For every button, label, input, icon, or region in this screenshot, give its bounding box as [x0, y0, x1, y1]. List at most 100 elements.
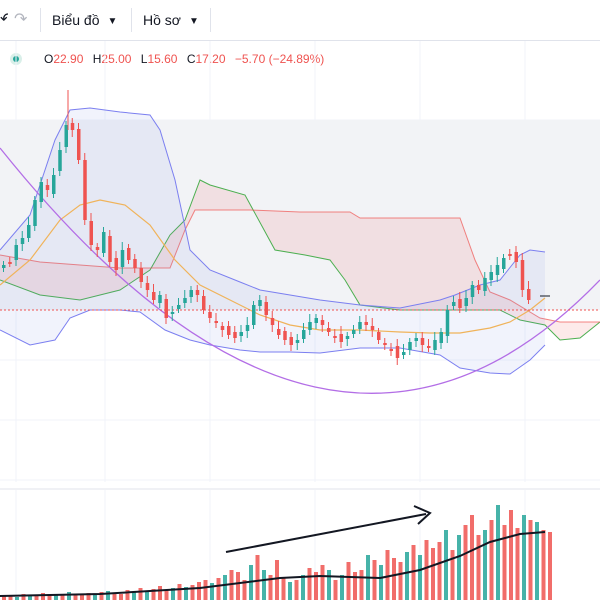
volume-bar — [47, 596, 52, 600]
volume-bar — [119, 594, 123, 600]
candle — [164, 299, 168, 318]
bollinger-lower — [0, 309, 546, 375]
candle — [77, 129, 81, 160]
volume-bar — [262, 570, 266, 600]
candle — [139, 268, 143, 282]
volume-bar — [164, 590, 169, 600]
candle — [33, 200, 37, 226]
volume-bar — [86, 593, 91, 600]
close-value: 17.20 — [195, 52, 226, 66]
volume-bar — [379, 565, 383, 600]
volume-bar — [275, 560, 279, 600]
volume-bar — [177, 584, 182, 600]
candle — [233, 332, 237, 338]
volume-bar — [353, 572, 357, 600]
status-dot-icon[interactable] — [10, 53, 22, 65]
candle — [52, 175, 56, 194]
candle — [264, 302, 268, 315]
volume-bar — [190, 585, 195, 600]
candle — [177, 305, 181, 309]
volume-bar — [431, 548, 435, 600]
candle — [320, 320, 325, 325]
volume-bar — [470, 515, 474, 600]
low-value: 15.60 — [147, 52, 178, 66]
candle — [495, 265, 500, 275]
toolbar-divider — [210, 8, 211, 32]
volume-bar — [106, 591, 110, 600]
candle — [352, 330, 356, 334]
candle — [439, 332, 443, 343]
volume-bar — [197, 582, 201, 600]
candle — [245, 325, 250, 331]
volume-bar — [99, 592, 104, 600]
candle — [370, 326, 375, 330]
trend-curve — [0, 147, 600, 394]
volume-bar — [541, 530, 546, 600]
candle — [114, 258, 118, 270]
chart-menu-label: Biểu đồ — [52, 12, 100, 28]
candle — [83, 160, 87, 220]
candle — [152, 292, 156, 300]
low-key: L — [140, 52, 148, 66]
volume-bar — [34, 595, 39, 600]
volume-bar — [301, 575, 305, 600]
candle — [339, 334, 343, 342]
volume-bar — [229, 570, 234, 600]
volume-bar — [372, 560, 377, 600]
volume-bar — [398, 562, 403, 600]
candle — [252, 305, 256, 325]
volume-bar — [236, 572, 240, 600]
candle — [102, 232, 106, 253]
candle — [39, 182, 43, 202]
close-key: C — [186, 52, 196, 66]
candle — [408, 342, 412, 350]
volume-bar — [483, 530, 487, 600]
volume-bar — [223, 575, 227, 600]
candle — [183, 298, 187, 303]
candle — [527, 289, 531, 300]
volume-bar — [242, 580, 247, 600]
candle — [277, 329, 281, 335]
volume-bar — [28, 596, 32, 600]
candle — [402, 352, 406, 355]
undo-arrow-icon[interactable]: ↶ — [0, 11, 8, 28]
candle — [45, 185, 50, 190]
volume-bar — [535, 522, 539, 600]
candle — [95, 247, 100, 250]
open-key: O — [44, 52, 54, 66]
candle — [302, 330, 306, 339]
ichimoku-cloud — [0, 180, 600, 340]
volume-bar — [8, 595, 13, 600]
candle — [314, 318, 318, 323]
volume-bar — [80, 595, 84, 600]
ichimoku-span-a — [0, 179, 600, 341]
volume-bar — [268, 575, 273, 600]
volume-bar — [502, 525, 507, 600]
volume-bar — [73, 594, 78, 600]
volume-bar — [385, 550, 390, 600]
volume-bar — [294, 580, 299, 600]
candle — [483, 278, 487, 291]
high-key: H — [92, 52, 102, 66]
candle — [383, 343, 387, 345]
volume-bar — [411, 545, 416, 600]
volume-bar — [444, 530, 448, 600]
profile-menu-button[interactable]: Hồ sơ ▼ — [143, 8, 199, 32]
candle — [464, 298, 468, 306]
candle — [145, 283, 150, 290]
candle — [133, 259, 137, 268]
candle — [514, 252, 518, 262]
chart-menu-button[interactable]: Biểu đồ ▼ — [52, 8, 117, 32]
volume-bar — [509, 510, 513, 600]
volume-bar — [528, 520, 533, 600]
volume-bar — [320, 565, 325, 600]
volume-bar — [21, 594, 26, 600]
redo-arrow-icon[interactable]: ↷ — [14, 11, 28, 28]
candle — [452, 302, 456, 306]
candle — [333, 336, 337, 338]
ichimoku-span-b — [0, 209, 600, 323]
candle — [345, 336, 350, 339]
high-value: 25.00 — [101, 52, 132, 66]
candle — [377, 332, 381, 340]
highlight-band — [0, 120, 600, 310]
